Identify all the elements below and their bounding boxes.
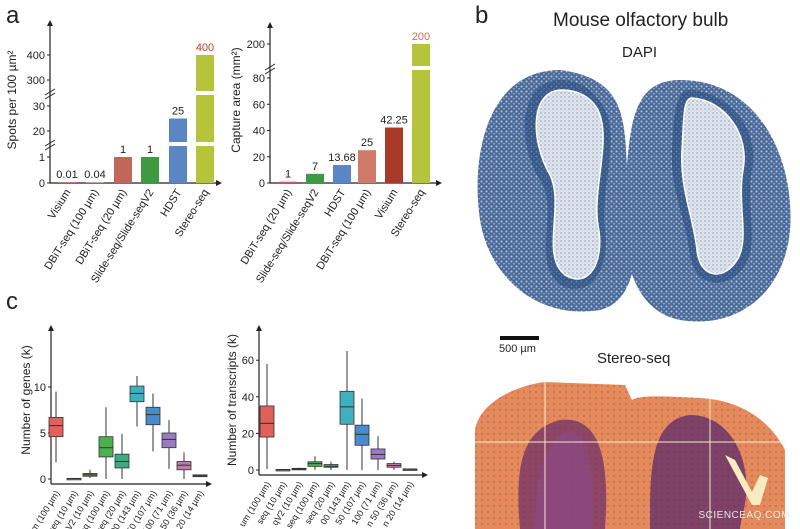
y-axis-arrow bbox=[48, 325, 54, 331]
bar-value-label: 7 bbox=[312, 161, 318, 173]
y-axis-arrow bbox=[256, 325, 262, 331]
y-axis-label: Spots per 100 µm² bbox=[5, 51, 19, 150]
bar bbox=[358, 150, 376, 183]
y-tick-label: 60 bbox=[242, 355, 254, 367]
bar bbox=[279, 181, 297, 183]
y-tick-label: 30 bbox=[33, 101, 45, 113]
y-tick-label: 20 bbox=[33, 126, 45, 138]
bar bbox=[169, 118, 187, 183]
scale-bar-label: 500 µm bbox=[499, 343, 536, 355]
y-tick-label: 400 bbox=[27, 50, 45, 62]
bar bbox=[412, 44, 430, 183]
y-tick-label: 60 bbox=[253, 99, 265, 111]
axis-break bbox=[44, 88, 56, 100]
x-axis-arrow bbox=[436, 180, 442, 186]
axis-break bbox=[264, 63, 276, 75]
scale-bar bbox=[500, 336, 539, 340]
y-axis-label: Number of genes (k) bbox=[19, 345, 33, 454]
y-axis-label: Capture area (mm²) bbox=[229, 47, 243, 152]
x-tick-label: Visium bbox=[373, 187, 401, 221]
box bbox=[259, 405, 275, 438]
bar-value-label: 1 bbox=[120, 144, 126, 156]
bar bbox=[333, 165, 351, 183]
y-tick-label: 20 bbox=[242, 428, 254, 440]
y-axis-label: Number of transcripts (k) bbox=[225, 334, 239, 466]
bar bbox=[114, 157, 132, 183]
y-tick-label: 20 bbox=[253, 152, 265, 164]
panel-label-a: a bbox=[6, 2, 20, 29]
bar bbox=[58, 182, 76, 183]
bar-value-label: 0.04 bbox=[84, 169, 105, 181]
y-tick-label: 1 bbox=[39, 152, 45, 164]
y-tick-label: 0 bbox=[39, 178, 45, 190]
bar-value-label: 25 bbox=[172, 106, 184, 118]
bar bbox=[385, 127, 403, 183]
stereo-seq-image bbox=[475, 382, 785, 529]
y-tick-label: 0 bbox=[259, 178, 265, 190]
y-tick-label: 80 bbox=[253, 73, 265, 85]
bar bbox=[86, 181, 104, 183]
dapi-image bbox=[477, 70, 791, 322]
bar-value-label: 13.68 bbox=[328, 152, 356, 164]
axis-break bbox=[44, 139, 56, 151]
box bbox=[354, 424, 370, 446]
x-axis-arrow bbox=[422, 472, 428, 478]
watermark: SCIENCEAQ.COM bbox=[698, 510, 790, 521]
bar bbox=[141, 157, 159, 183]
stereo-seq-label: Stereo-seq bbox=[597, 350, 671, 367]
y-tick-label: 0 bbox=[248, 465, 254, 477]
panel-label-b: b bbox=[475, 2, 489, 29]
bar-break-gap bbox=[168, 142, 188, 146]
bar-value-label: 42.25 bbox=[380, 115, 408, 127]
x-axis-arrow bbox=[216, 180, 222, 186]
y-tick-label: 0 bbox=[40, 474, 46, 486]
y-tick-label: 10 bbox=[34, 382, 46, 394]
box bbox=[145, 406, 161, 426]
bar-value-label: 1 bbox=[147, 144, 153, 156]
bar-value-label: 0.01 bbox=[56, 169, 77, 181]
panel-b-title: Mouse olfactory bulb bbox=[553, 10, 729, 31]
bar-value-label: 200 bbox=[412, 31, 430, 43]
bar-break-gap bbox=[411, 66, 431, 70]
box bbox=[98, 436, 114, 458]
y-tick-label: 300 bbox=[27, 75, 45, 87]
bar-value-label: 400 bbox=[196, 42, 214, 54]
bar-break-gap bbox=[195, 142, 215, 146]
y-tick-label: 40 bbox=[242, 392, 254, 404]
bar bbox=[306, 173, 324, 183]
y-axis-arrow bbox=[267, 22, 273, 28]
y-tick-label: 40 bbox=[253, 126, 265, 138]
box bbox=[339, 390, 355, 425]
box bbox=[161, 432, 177, 449]
bar bbox=[196, 55, 214, 183]
y-axis-arrow bbox=[47, 20, 53, 26]
bar-value-label: 1 bbox=[285, 169, 291, 181]
bar-break-gap bbox=[195, 91, 215, 95]
bar-value-label: 25 bbox=[361, 137, 373, 149]
x-tick-label: HDST bbox=[158, 187, 184, 219]
panel-label-c: c bbox=[6, 288, 18, 315]
y-tick-label: 200 bbox=[247, 39, 265, 51]
x-tick-label: HDST bbox=[322, 187, 348, 219]
x-axis-arrow bbox=[206, 481, 212, 487]
x-tick-label: Visium bbox=[46, 187, 74, 221]
box bbox=[48, 416, 64, 438]
y-tick-label: 5 bbox=[40, 428, 46, 440]
dapi-label: DAPI bbox=[622, 44, 658, 61]
